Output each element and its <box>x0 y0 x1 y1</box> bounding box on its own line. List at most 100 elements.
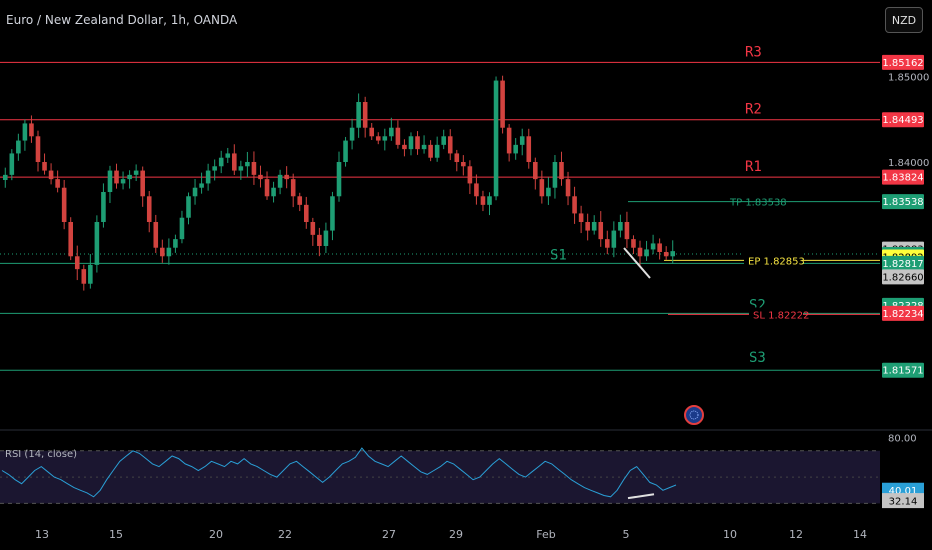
candle-body <box>277 174 283 188</box>
candle-body <box>526 136 532 162</box>
price-tag <box>882 54 924 70</box>
price-tag <box>882 112 924 128</box>
candle-body <box>382 136 388 141</box>
candle-body <box>631 239 636 248</box>
candle-body <box>127 174 132 180</box>
currency-button[interactable]: NZD <box>885 7 923 33</box>
candle-body <box>225 153 231 158</box>
candle-body <box>290 179 296 197</box>
candle-body <box>330 196 335 231</box>
price-tag-text: 1.84493 <box>882 115 923 126</box>
y-tick-label: 1.85000 <box>888 72 929 83</box>
candle-body <box>565 179 571 197</box>
event-icon-inner <box>689 410 699 420</box>
tp-label: TP 1.83538 <box>729 198 787 209</box>
candle-body <box>461 162 466 167</box>
chart-title: Euro / New Zealand Dollar, 1h, OANDA <box>6 13 238 27</box>
price-tag <box>882 362 924 378</box>
candle-body <box>624 222 630 240</box>
x-tick-label: 13 <box>35 528 49 541</box>
grid: 1.85000 1.84000 <box>0 72 932 431</box>
price-tag <box>882 169 924 185</box>
candle-body <box>506 127 512 154</box>
candle-body <box>591 222 597 231</box>
price-tag-text: 1.83824 <box>882 173 923 184</box>
candle-body <box>402 144 407 150</box>
x-tick-label: 12 <box>789 528 803 541</box>
candle-body <box>644 249 649 257</box>
candle-body <box>173 239 178 248</box>
candle-body <box>94 222 100 265</box>
candle-body <box>637 247 643 257</box>
candle-body <box>618 222 623 231</box>
candle-body <box>336 162 342 197</box>
candle-body <box>670 251 676 257</box>
candle-body <box>546 187 551 197</box>
candle-body <box>48 170 54 180</box>
candle-body <box>572 196 577 214</box>
candle-body <box>284 174 289 180</box>
candle-body <box>356 102 361 128</box>
sl-label: SL 1.82222 <box>753 310 809 321</box>
candle-body <box>395 127 401 145</box>
x-tick-label: 14 <box>853 528 867 541</box>
candle-body <box>192 187 198 197</box>
x-tick-label: 22 <box>278 528 292 541</box>
candle-body <box>146 196 152 222</box>
rsi-value-text: 40.01 <box>889 486 918 497</box>
price-tag <box>882 305 924 321</box>
candle-body <box>271 187 276 197</box>
candle-body <box>61 187 67 222</box>
rsi-title: RSI (14, close) <box>5 449 77 460</box>
ep-label: EP 1.82853 <box>748 256 805 267</box>
candle-body <box>310 222 316 235</box>
x-tick-label: 29 <box>449 528 463 541</box>
candle-body <box>317 234 322 246</box>
candle-body <box>323 230 329 246</box>
candle-body <box>447 136 453 154</box>
candle-body <box>88 264 93 284</box>
candle-body <box>513 144 518 154</box>
r1-label: R1 <box>745 159 762 175</box>
candle-body <box>539 179 545 197</box>
candle-body <box>160 247 165 257</box>
candle-body <box>467 166 473 184</box>
price-labels: 1.851621.844931.838241.835381.829831.829… <box>684 54 924 425</box>
candle-body <box>441 136 446 145</box>
price-tag-text: 1.81571 <box>882 366 923 377</box>
candle-body <box>186 196 191 218</box>
x-tick-label: 27 <box>382 528 396 541</box>
price-tag <box>882 269 924 285</box>
candle-body <box>480 196 486 205</box>
rsi-divergence-line <box>627 493 655 500</box>
candle-body <box>428 144 433 158</box>
candles <box>2 75 676 291</box>
rsi-value-tag <box>882 493 924 509</box>
candle-body <box>16 140 21 154</box>
candle-body <box>533 162 538 180</box>
candle-body <box>369 127 375 137</box>
candle-body <box>199 183 204 188</box>
candle-body <box>657 243 662 252</box>
r3-label: R3 <box>745 44 762 60</box>
candle-body <box>415 136 420 150</box>
x-tick-label: 10 <box>723 528 737 541</box>
candle-body <box>245 162 250 167</box>
candle-body <box>81 269 87 284</box>
candle-body <box>133 170 139 175</box>
candle-body <box>166 247 172 257</box>
candle-body <box>2 174 8 180</box>
candle-body <box>74 256 80 270</box>
price-tag <box>882 194 924 210</box>
candle-body <box>232 153 237 171</box>
candle-body <box>375 136 381 141</box>
candle-body <box>238 166 244 171</box>
candle-body <box>343 140 348 162</box>
candle-body <box>605 239 610 248</box>
candle-body <box>421 144 427 150</box>
x-tick-label: Feb <box>536 528 555 541</box>
candle-body <box>585 222 590 231</box>
